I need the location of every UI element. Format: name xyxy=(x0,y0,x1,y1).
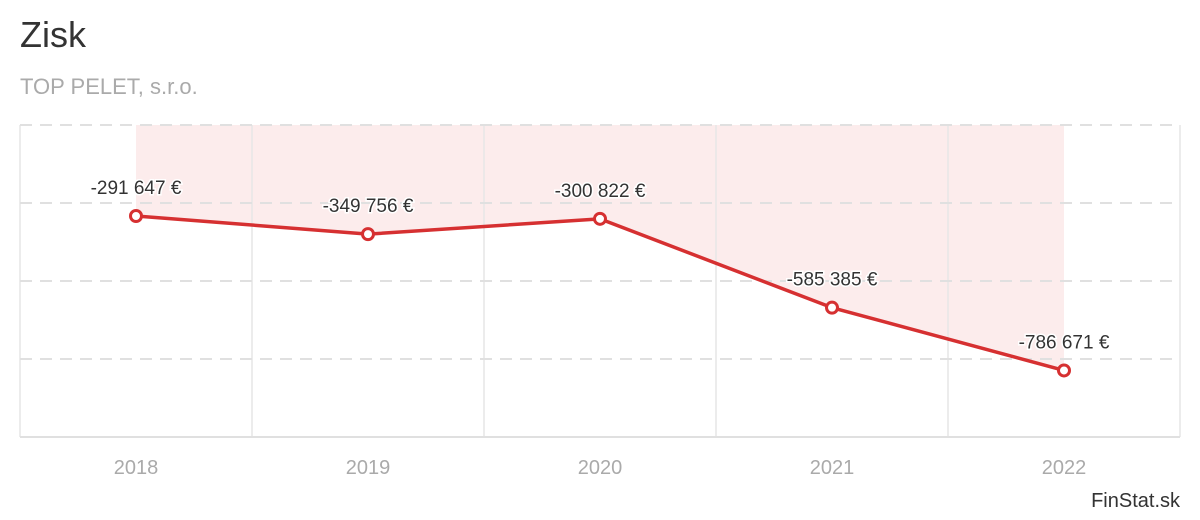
data-point xyxy=(361,227,375,242)
area-fill xyxy=(136,125,1064,371)
data-label: -291 647 € xyxy=(91,178,182,199)
x-tick-label: 2022 xyxy=(1042,457,1087,479)
x-tick-label: 2021 xyxy=(810,457,855,479)
data-point xyxy=(1057,363,1071,378)
finstat-credit-link[interactable]: FinStat.sk xyxy=(1091,490,1180,512)
data-point xyxy=(129,208,143,223)
data-label: -585 385 € xyxy=(787,270,878,291)
data-label: -786 671 € xyxy=(1019,332,1110,353)
x-tick-label: 2020 xyxy=(578,457,623,479)
data-point xyxy=(825,300,839,315)
x-tick-label: 2018 xyxy=(114,457,159,479)
data-label: -300 822 € xyxy=(555,181,646,202)
chart-title: Zisk xyxy=(20,14,86,55)
chart-subtitle: TOP PELET, s.r.o. xyxy=(20,74,198,99)
x-tick-label: 2019 xyxy=(346,457,391,479)
data-point xyxy=(593,211,607,226)
data-label: -349 756 € xyxy=(323,196,414,217)
